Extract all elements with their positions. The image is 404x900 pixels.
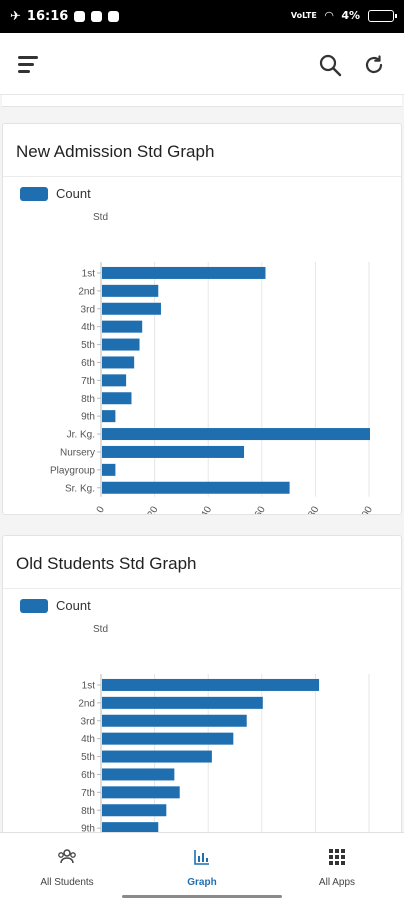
- bar-3rd[interactable]: [102, 714, 247, 727]
- category-label: 4th: [81, 734, 95, 745]
- legend-label: Count: [56, 598, 91, 613]
- nav-all-students[interactable]: All Students: [0, 833, 134, 900]
- nav-label: All Students: [40, 877, 94, 888]
- x-tick-label: 20: [146, 504, 161, 514]
- x-tick-label: 0: [95, 504, 108, 514]
- nav-label: All Apps: [318, 877, 356, 888]
- bar-1st[interactable]: [102, 266, 266, 279]
- bar-playgroup[interactable]: [102, 463, 116, 476]
- category-label: 3rd: [81, 716, 95, 727]
- chart-legend[interactable]: Count: [20, 598, 91, 613]
- battery-icon: [368, 9, 397, 22]
- refresh-icon[interactable]: [362, 53, 386, 77]
- bar-3rd[interactable]: [102, 302, 161, 315]
- wifi-icon: ◠: [324, 9, 334, 22]
- bar-chart-icon: [194, 850, 209, 865]
- content-scroll[interactable]: New Admission Std Graph Count Std 1st 2nd…: [0, 95, 404, 832]
- legend-swatch: [20, 598, 48, 613]
- category-label: 3rd: [81, 304, 95, 315]
- category-label: 1st: [82, 680, 96, 691]
- category-label: 5th: [81, 340, 95, 351]
- category-label: 9th: [81, 412, 95, 423]
- category-label: Jr. Kg.: [67, 430, 95, 441]
- home-indicator: [122, 895, 282, 898]
- bar-2nd[interactable]: [102, 696, 263, 709]
- bar-7th[interactable]: [102, 786, 180, 799]
- category-label: 4th: [81, 322, 95, 333]
- category-label: 7th: [81, 788, 95, 799]
- notification-icon: [74, 11, 86, 22]
- battery-percent: 4%: [341, 9, 360, 22]
- category-label: 8th: [81, 394, 95, 405]
- x-tick-label: 60: [253, 504, 268, 514]
- axis-title: Std: [93, 624, 109, 635]
- category-label: 1st: [82, 268, 96, 279]
- bar-nursery[interactable]: [102, 445, 245, 458]
- old-students-card: Old Students Std Graph Count Std 1st 2nd 3…: [2, 535, 402, 832]
- menu-icon[interactable]: [18, 55, 42, 73]
- bar-9th[interactable]: [102, 410, 116, 423]
- x-tick-label: 40: [199, 504, 214, 514]
- chart-legend[interactable]: Count: [20, 186, 91, 201]
- card-title: New Admission Std Graph: [16, 142, 215, 161]
- notification-icon: [108, 11, 120, 22]
- nav-label: Graph: [187, 877, 217, 888]
- legend-label: Count: [56, 186, 91, 201]
- new-admission-card: New Admission Std Graph Count Std 1st 2nd…: [2, 123, 402, 515]
- app-bar: [0, 33, 404, 95]
- bottom-nav: All Students Graph All Apps: [0, 832, 404, 900]
- category-label: 2nd: [78, 286, 95, 297]
- nav-all-apps[interactable]: All Apps: [270, 833, 404, 900]
- category-label: 6th: [81, 770, 95, 781]
- bar-7th[interactable]: [102, 374, 127, 387]
- category-label: 9th: [81, 824, 95, 832]
- bar-8th[interactable]: [102, 392, 132, 405]
- category-label: 7th: [81, 376, 95, 387]
- category-label: 8th: [81, 806, 95, 817]
- bar-2nd[interactable]: [102, 284, 159, 297]
- category-label: 5th: [81, 752, 95, 763]
- category-label: Nursery: [60, 447, 95, 458]
- bar-jr-kg-[interactable]: [102, 428, 370, 441]
- bar-5th[interactable]: [102, 338, 140, 351]
- bar-8th[interactable]: [102, 804, 167, 817]
- x-tick-label: 80: [306, 504, 321, 514]
- search-icon[interactable]: [318, 53, 342, 77]
- bar-6th[interactable]: [102, 356, 135, 369]
- card-title: Old Students Std Graph: [16, 554, 197, 573]
- airplane-icon: ✈: [10, 9, 21, 24]
- old-students-chart: 1st2nd3rd4th5th6th7th8th9th10th[blank]Jr…: [78, 674, 370, 832]
- group-icon: [58, 849, 76, 864]
- notification-icon: [91, 11, 103, 22]
- bar-1st[interactable]: [102, 678, 320, 691]
- bar-5th[interactable]: [102, 750, 212, 763]
- apps-grid-icon: [329, 849, 345, 865]
- network-label: VoLTE: [290, 11, 317, 20]
- previous-card: [2, 95, 402, 107]
- divider: [3, 588, 401, 589]
- bar-4th[interactable]: [102, 732, 234, 745]
- bar-9th[interactable]: [102, 822, 159, 832]
- new-admission-chart: 1st 2nd 3rd 4th 5th 6th 7th 8th 9th Jr. Kg. Nurser…: [50, 262, 375, 514]
- category-label: Sr. Kg.: [65, 483, 95, 494]
- category-label: 2nd: [78, 698, 95, 709]
- nav-graph[interactable]: Graph: [135, 833, 269, 900]
- category-label: Playgroup: [50, 465, 95, 476]
- status-bar: ✈ 16:16 VoLTE ◠ 4%: [0, 0, 404, 33]
- x-tick-label: 100: [357, 504, 375, 514]
- legend-swatch: [20, 186, 48, 201]
- bar-6th[interactable]: [102, 768, 175, 781]
- axis-title: Std: [93, 212, 109, 223]
- bar-4th[interactable]: [102, 320, 143, 333]
- category-label: 6th: [81, 358, 95, 369]
- divider: [3, 176, 401, 177]
- bar-sr-kg-[interactable]: [102, 481, 290, 494]
- status-time: 16:16: [26, 9, 69, 24]
